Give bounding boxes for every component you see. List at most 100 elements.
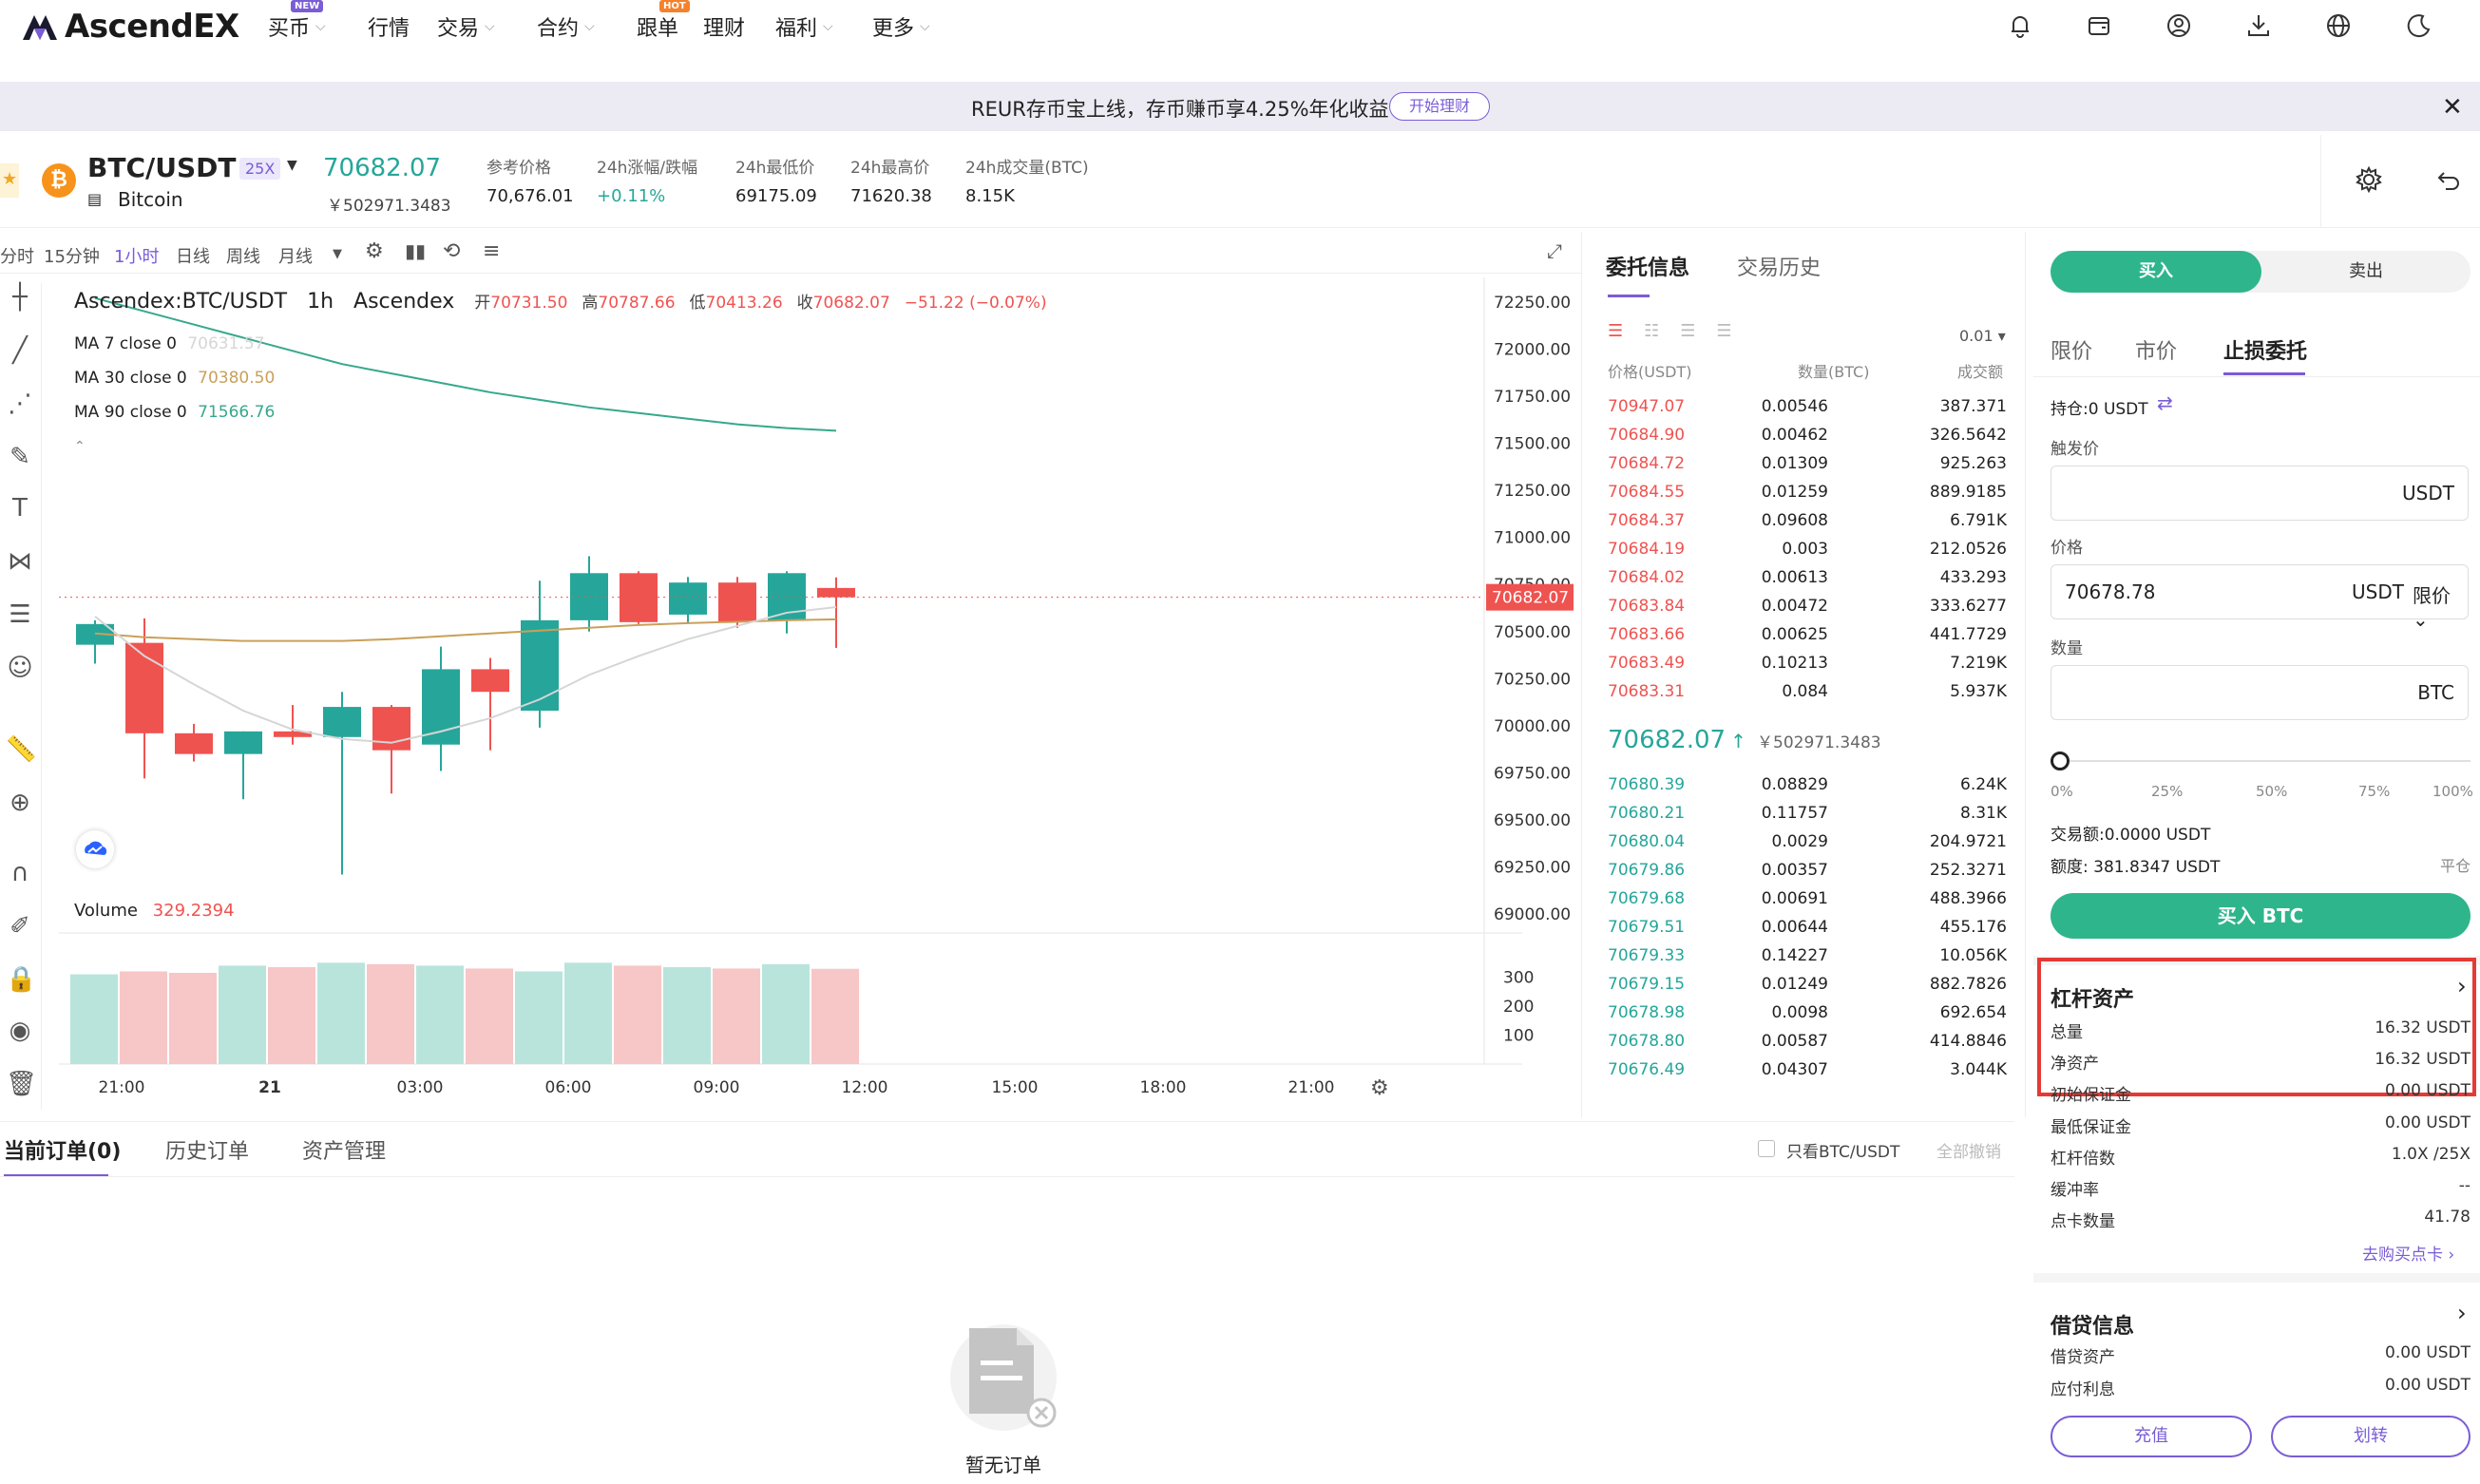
chart-settings-icon[interactable]: ⚙: [365, 239, 384, 263]
chevron-right-icon[interactable]: ›: [2457, 973, 2467, 999]
close-position-link[interactable]: 平仓: [2440, 857, 2471, 875]
menu-icon[interactable]: ≡: [483, 239, 501, 263]
interval-week[interactable]: 周线: [226, 247, 260, 267]
ask-row[interactable]: 70684.19 0.003 212.0526: [1608, 536, 2007, 564]
pair-dropdown-icon[interactable]: ▼: [287, 158, 297, 173]
view-bids-icon[interactable]: ☰: [1680, 321, 1696, 341]
settings-gear-icon[interactable]: [2355, 165, 2383, 194]
user-icon[interactable]: [2165, 11, 2193, 40]
swap-icon[interactable]: ⇄: [2157, 391, 2173, 414]
deposit-button[interactable]: 充值: [2051, 1416, 2252, 1457]
price-mode-select[interactable]: 限价 ⌄: [2413, 584, 2451, 631]
close-icon[interactable]: ✕: [2442, 93, 2463, 122]
trend-line-icon[interactable]: ╱: [12, 336, 28, 365]
more-intervals-icon[interactable]: ▼: [333, 247, 342, 261]
tab-orders[interactable]: 委托信息: [1606, 257, 1690, 280]
pair-name[interactable]: BTC/USDT: [87, 152, 237, 183]
nav-item-6[interactable]: 福利 ⌵: [775, 11, 833, 42]
nav-item-4[interactable]: 跟单 HOT: [637, 0, 690, 42]
bid-row[interactable]: 70679.33 0.14227 10.056K: [1608, 942, 2007, 971]
bid-row[interactable]: 70678.98 0.0098 692.654: [1608, 999, 2007, 1028]
qty-input[interactable]: BTC: [2051, 665, 2469, 720]
submit-buy-button[interactable]: 买入 BTC: [2051, 893, 2470, 939]
qty-slider-track[interactable]: [2051, 760, 2470, 762]
back-icon[interactable]: [2434, 165, 2463, 194]
nav-item-1[interactable]: 行情: [368, 11, 410, 42]
ask-row[interactable]: 70684.55 0.01259 889.9185: [1608, 479, 2007, 507]
trigger-price-input[interactable]: USDT: [2051, 466, 2469, 521]
globe-icon[interactable]: [2324, 11, 2353, 40]
nav-item-0[interactable]: 买币 ⌵ NEW: [268, 0, 326, 42]
candlestick-chart[interactable]: 72250.00 72000.00 71750.00 71500.00 71250.00…: [59, 277, 1579, 1113]
fullscreen-icon[interactable]: ⤢: [1547, 239, 1562, 262]
measure-icon[interactable]: 📏: [6, 735, 37, 764]
qty-slider-handle[interactable]: [2051, 752, 2070, 771]
ask-row[interactable]: 70947.07 0.00546 387.371: [1608, 393, 2007, 422]
bid-row[interactable]: 70678.80 0.00587 414.8846: [1608, 1028, 2007, 1056]
view-asks-icon[interactable]: ☷: [1644, 321, 1660, 341]
loan-chevron-right-icon[interactable]: ›: [2457, 1300, 2467, 1326]
buy-tab[interactable]: 买入: [2051, 251, 2261, 293]
slider-mark-75[interactable]: 75%: [2358, 783, 2391, 800]
start-finance-button[interactable]: 开始理财: [1389, 92, 1490, 121]
nav-item-7[interactable]: 更多 ⌵: [872, 11, 930, 42]
ask-row[interactable]: 70684.02 0.00613 433.293: [1608, 564, 2007, 593]
transfer-button[interactable]: 划转: [2271, 1416, 2470, 1457]
nav-item-2[interactable]: 交易 ⌵: [437, 11, 495, 42]
order-type-stop[interactable]: 止损委托: [2223, 340, 2308, 364]
view-both-icon[interactable]: ☰: [1608, 321, 1624, 341]
only-pair-checkbox[interactable]: [1758, 1140, 1775, 1157]
view-list-icon[interactable]: ☰: [1716, 321, 1732, 341]
tab-order-history[interactable]: 历史订单: [165, 1140, 250, 1164]
nav-item-5[interactable]: 理财: [703, 11, 745, 42]
bid-row[interactable]: 70679.68 0.00691 488.3966: [1608, 885, 2007, 914]
eye-icon[interactable]: ◉: [9, 1017, 31, 1045]
ask-row[interactable]: 70684.72 0.01309 925.263: [1608, 450, 2007, 479]
slider-mark-50[interactable]: 50%: [2256, 783, 2288, 800]
ask-row[interactable]: 70683.31 0.084 5.937K: [1608, 678, 2007, 707]
interval-1h[interactable]: 1小时: [114, 247, 160, 267]
bid-row[interactable]: 70680.21 0.11757 8.31K: [1608, 800, 2007, 828]
ask-row[interactable]: 70683.49 0.10213 7.219K: [1608, 650, 2007, 678]
buy-points-link[interactable]: 去购买点卡 ›: [2362, 1246, 2455, 1265]
order-type-market[interactable]: 市价: [2135, 340, 2178, 364]
cancel-all-button[interactable]: 全部撤销: [1936, 1143, 2001, 1162]
ascendex-logo[interactable]: AscendEX: [21, 8, 239, 46]
slider-mark-0[interactable]: 0%: [2051, 783, 2073, 800]
slider-mark-100[interactable]: 100%: [2432, 783, 2473, 800]
fib-icon[interactable]: ⋰: [8, 390, 32, 418]
crosshair-icon[interactable]: ┼: [12, 283, 28, 312]
sell-tab[interactable]: 卖出: [2349, 261, 2383, 281]
indicators-icon[interactable]: ▮▮: [405, 239, 427, 262]
zoom-in-icon[interactable]: ⊕: [10, 789, 30, 817]
interval-timeline[interactable]: 分时: [0, 247, 34, 267]
lock-draw-icon[interactable]: ✐: [10, 912, 30, 941]
trash-icon[interactable]: 🗑: [6, 1070, 38, 1098]
ask-row[interactable]: 70684.90 0.00462 326.5642: [1608, 422, 2007, 450]
bell-icon[interactable]: [2006, 11, 2034, 40]
bid-row[interactable]: 70680.04 0.0029 204.9721: [1608, 828, 2007, 857]
bid-row[interactable]: 70676.49 0.04307 3.044K: [1608, 1056, 2007, 1085]
emoji-icon[interactable]: ☺: [7, 654, 33, 682]
order-type-limit[interactable]: 限价: [2051, 340, 2093, 364]
collapse-legend-icon[interactable]: ⌃: [74, 439, 86, 454]
bid-row[interactable]: 70679.15 0.01249 882.7826: [1608, 971, 2007, 999]
interval-month[interactable]: 月线: [278, 247, 313, 267]
nav-item-3[interactable]: 合约 ⌵: [537, 11, 595, 42]
tab-current-orders[interactable]: 当前订单(0): [4, 1140, 122, 1164]
ask-row[interactable]: 70683.66 0.00625 441.7729: [1608, 621, 2007, 650]
magnet-icon[interactable]: ∩: [10, 859, 29, 887]
precision-select[interactable]: 0.01 ▾: [1959, 327, 2006, 345]
lock-icon[interactable]: 🔒: [6, 965, 37, 994]
ruler-lines-icon[interactable]: ☰: [9, 600, 31, 629]
time-axis-settings-icon[interactable]: ⚙: [1370, 1076, 1389, 1100]
tab-trade-history[interactable]: 交易历史: [1737, 257, 1822, 280]
ask-row[interactable]: 70683.84 0.00472 333.6277: [1608, 593, 2007, 621]
tradingview-logo-icon[interactable]: [76, 830, 114, 868]
tab-asset-management[interactable]: 资产管理: [302, 1140, 387, 1164]
wallet-icon[interactable]: [2085, 11, 2113, 40]
interval-15m[interactable]: 15分钟: [44, 247, 100, 267]
price-input[interactable]: 70678.78 USDT 限价 ⌄: [2051, 564, 2469, 631]
moon-icon[interactable]: [2404, 11, 2432, 40]
only-pair-label[interactable]: 只看BTC/USDT: [1786, 1143, 1900, 1162]
